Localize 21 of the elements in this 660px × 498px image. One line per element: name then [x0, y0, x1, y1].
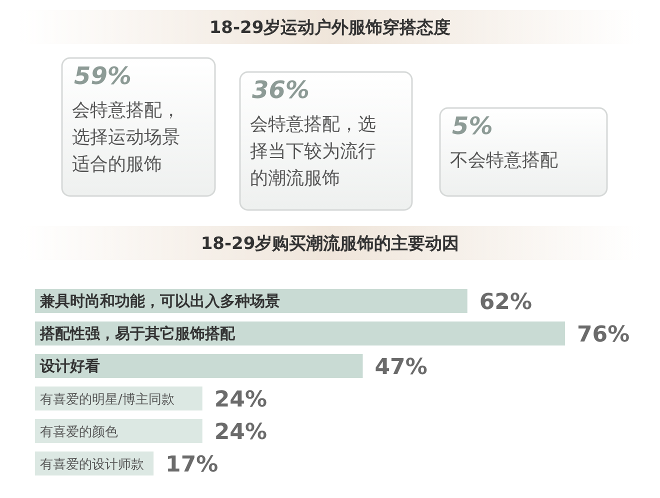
- y-tick-label: 有喜爱的设计师款: [40, 458, 144, 472]
- y-tick-label: 搭配性强，易于其它服饰搭配: [39, 324, 236, 342]
- y-tick-label: 兼具时尚和功能，可以出入多种场景: [39, 292, 280, 310]
- text: 会特意搭配，选择当下较为流行的潮流服饰: [250, 114, 376, 189]
- text: 不会特意搭配: [450, 150, 558, 171]
- text: 36%: [252, 76, 310, 104]
- data-label: 24%: [214, 420, 268, 445]
- data-label: 47%: [374, 355, 428, 380]
- text: 会特意搭配，选择运动场景适合的服饰: [72, 100, 180, 175]
- data-label: 24%: [214, 388, 268, 412]
- y-tick-label: 有喜爱的明星/博主同款: [40, 392, 174, 408]
- y-tick-label: 设计好看: [39, 357, 100, 375]
- data-label: 17%: [166, 452, 218, 478]
- text: 18-29岁运动户外服饰穿搭态度: [209, 18, 451, 38]
- data-label: 76%: [577, 322, 630, 348]
- data-label: 62%: [479, 290, 532, 315]
- text: 59%: [74, 62, 132, 90]
- text: 5%: [452, 112, 493, 140]
- chart-title: 18-29岁购买潮流服饰的主要动因: [200, 234, 460, 254]
- y-tick-label: 有喜爱的颜色: [40, 425, 118, 440]
- bar: [35, 354, 363, 378]
